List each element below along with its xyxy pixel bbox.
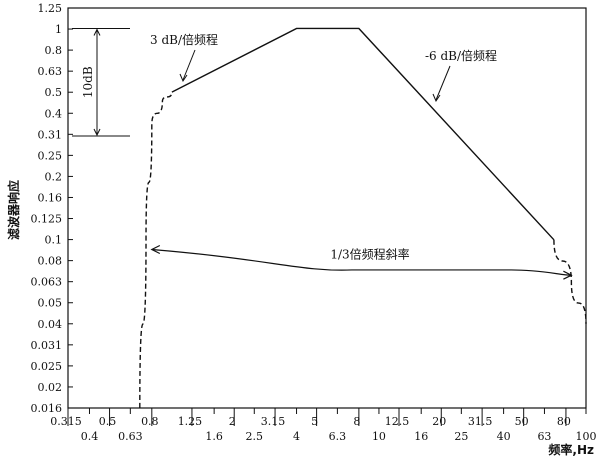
third-octave-arrowhead-right	[563, 270, 573, 280]
y-tick-label: 0.025	[31, 360, 63, 373]
y-tick-label: 0.02	[38, 381, 63, 394]
x-tick-label: 5	[311, 415, 318, 428]
x-tick-label: 2	[229, 415, 236, 428]
x-tick-label: 25	[454, 430, 468, 443]
series-line-0	[171, 27, 555, 241]
x-tick-label: 50	[515, 415, 529, 428]
plot-frame	[67, 7, 587, 409]
x-tick-label: 0.63	[118, 430, 143, 443]
y-tick-label: 0.1	[45, 234, 63, 247]
y-tick-label: 0.05	[38, 297, 63, 310]
third-octave-arrowhead-left	[150, 244, 161, 255]
x-tick-label: 3.15	[261, 415, 286, 428]
y-tick-label: 1.25	[38, 2, 63, 15]
x-tick-label: 1.6	[205, 430, 223, 443]
x-tick-label: 12.5	[385, 415, 410, 428]
y-tick-label: 0.31	[38, 128, 63, 141]
db-arrow-up	[93, 28, 101, 36]
series-layer	[139, 27, 587, 409]
slope-up-leader	[182, 49, 196, 81]
y-tick-label: 0.04	[38, 318, 63, 331]
series-line-2	[553, 239, 587, 324]
y-tick-label: 0.063	[31, 276, 63, 289]
y-tick-label: 0.2	[45, 170, 63, 183]
x-tick-label: 2.5	[246, 430, 264, 443]
db-range-label: 10dB	[81, 66, 95, 98]
x-tick-label: 8	[353, 415, 360, 428]
x-tick-label: 0.8	[141, 415, 159, 428]
y-tick-label: 0.8	[45, 44, 63, 57]
slope-down-arrow	[432, 93, 441, 103]
y-tick-label: 0.08	[38, 255, 63, 268]
db-arrow-down	[93, 128, 101, 137]
y-tick-label: 0.5	[45, 86, 63, 99]
x-tick-label: 31.5	[468, 415, 493, 428]
x-tick-label: 100	[576, 430, 597, 443]
x-axis-title: 频率,Hz	[548, 442, 594, 457]
third-octave-label: 1/3倍频程斜率	[330, 246, 409, 261]
x-tick-label: 10	[372, 430, 386, 443]
x-tick-label: 4	[293, 430, 300, 443]
slope-up-label: 3 dB/倍频程	[150, 32, 218, 47]
x-tick-label: 0.4	[81, 430, 99, 443]
x-tick-label: 63	[537, 430, 551, 443]
x-axis-ticks: 0.315 0.5 0.8 1.25 2 3.15 5 8 12.5 20 31.5 50 80 0.4 0…	[50, 408, 597, 443]
x-tick-label: 20	[432, 415, 446, 428]
third-octave-arrow	[151, 248, 572, 276]
y-tick-label: 0.031	[31, 339, 63, 352]
x-tick-label: 1.25	[178, 415, 203, 428]
x-tick-label: 6.3	[329, 430, 347, 443]
y-tick-label: 1	[55, 23, 62, 36]
slope-down-leader	[435, 65, 451, 101]
y-tick-label: 0.16	[38, 191, 63, 204]
y-axis-ticks: 1.25 1 0.8 0.63 0.5 0.4 0.31 0.25 0.2 0.16 0.125 0.…	[31, 2, 73, 415]
slope-down-label: -6 dB/倍频程	[425, 48, 497, 63]
x-tick-label: 16	[414, 430, 428, 443]
y-tick-label: 0.25	[38, 149, 63, 162]
x-tick-label: 40	[497, 430, 511, 443]
slope-up-arrow	[179, 73, 188, 83]
x-tick-label: 0.5	[99, 415, 117, 428]
y-tick-label: 0.125	[31, 213, 63, 226]
annotation-layer: 10dB 3 dB/倍频程 -6 dB/倍频程 1/3倍频程斜率	[72, 27, 573, 280]
y-tick-label: 0.016	[31, 402, 63, 415]
x-tick-label: 0.315	[50, 415, 82, 428]
y-tick-label: 0.63	[38, 65, 63, 78]
y-axis-title: 滤波器响应	[6, 180, 21, 240]
x-tick-label: 80	[557, 415, 571, 428]
y-tick-label: 0.4	[45, 107, 63, 120]
